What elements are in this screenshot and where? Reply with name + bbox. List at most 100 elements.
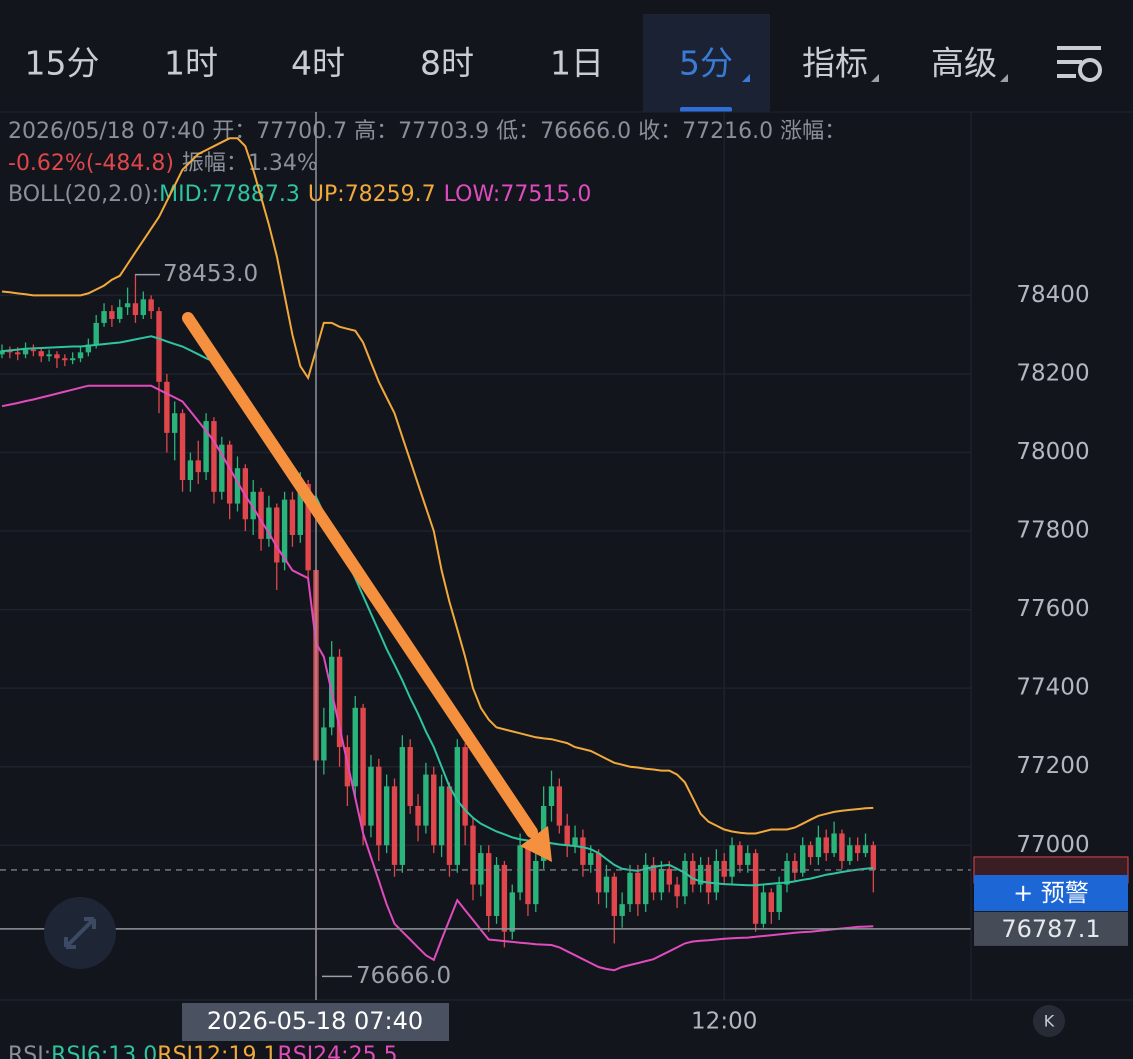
candle-body: [517, 845, 523, 893]
candle-body: [77, 352, 84, 359]
timeframe-tab[interactable]: 15分: [25, 44, 100, 83]
candle-body: [117, 307, 123, 319]
candle-body: [611, 876, 617, 916]
candle-body: [627, 872, 633, 905]
candle-body: [760, 892, 767, 924]
candle-body: [478, 853, 484, 885]
candle-body: [737, 845, 743, 865]
candle-body: [148, 299, 154, 312]
candle-body: [352, 707, 358, 787]
candle-body: [156, 311, 162, 382]
candle-body: [336, 656, 343, 748]
boll-up: UP:78259.7: [308, 182, 436, 207]
candle-body: [580, 837, 586, 865]
timeframe-tab[interactable]: 高级: [931, 44, 997, 83]
boll-line: [1, 137, 874, 835]
timeframe-tab[interactable]: 4时: [291, 44, 345, 83]
candle-body: [713, 860, 720, 893]
scroll-icon: K: [1044, 1012, 1055, 1031]
candle-body: [854, 845, 861, 854]
candle-body: [454, 747, 460, 865]
candle-body: [635, 872, 641, 905]
candle-body: [234, 468, 241, 504]
candle-body: [729, 845, 735, 877]
candle-body: [289, 499, 296, 535]
candle-body: [321, 727, 327, 761]
timeframe-tab[interactable]: 1日: [550, 44, 604, 83]
candle-body: [674, 884, 680, 897]
trend-arrow: [182, 312, 552, 862]
candle-body: [682, 860, 688, 897]
candle-body: [486, 853, 492, 916]
scroll-button[interactable]: [1033, 1005, 1065, 1037]
ohlc-info: 2026/05/18 07:40 开：77700.7 高：77703.9 低：7…: [8, 119, 846, 144]
y-tick-label: 78200: [1016, 360, 1089, 386]
candle-body: [658, 868, 665, 893]
candle-body: [815, 837, 822, 858]
timeframe-tab[interactable]: 指标: [802, 44, 868, 83]
arrow-shaft: [182, 312, 538, 838]
candle-body: [109, 311, 115, 319]
candle-body: [383, 786, 390, 846]
candle-body: [438, 786, 445, 846]
candle-body: [140, 299, 146, 316]
candle-body: [305, 483, 311, 571]
candle-body: [101, 311, 107, 323]
alert-button[interactable]: [974, 875, 1128, 911]
candle-body: [643, 864, 649, 905]
candle-body: [470, 825, 476, 885]
candle-body: [211, 421, 217, 492]
candle-body: [250, 491, 256, 520]
candle-body: [588, 853, 594, 865]
timeframe-tab[interactable]: 8时: [420, 44, 474, 83]
rsi12: RSI12:19.1: [157, 1043, 277, 1059]
dropdown-caret: [1000, 74, 1008, 82]
rsi24: RSI24:25.5: [277, 1043, 397, 1059]
candle-body: [258, 491, 264, 539]
candle-body: [462, 747, 468, 826]
y-tick-label: 77600: [1016, 596, 1089, 622]
candle-body: [752, 853, 759, 924]
candle-body: [46, 354, 52, 357]
candle-body: [219, 444, 225, 492]
candle-body: [172, 413, 178, 433]
candle-body: [525, 845, 531, 905]
candle-body: [360, 707, 366, 826]
max-label: 78453.0: [163, 261, 258, 287]
expand-button[interactable]: [44, 897, 116, 969]
candle-body: [847, 845, 853, 861]
candle-body: [132, 303, 139, 316]
timeframe-tab[interactable]: 5分: [679, 44, 733, 83]
y-tick-label: 77000: [1016, 832, 1089, 858]
candle-body: [22, 349, 29, 355]
settings-icon[interactable]: [1057, 46, 1102, 82]
amplitude: 振幅：1.34%: [182, 151, 318, 176]
candle-body: [690, 860, 696, 885]
candle-body: [179, 413, 186, 481]
candle-body: [54, 354, 60, 359]
candle-body: [807, 845, 814, 858]
candle-body: [297, 483, 303, 535]
boll-info: BOLL(20,2.0):MID:77887.3 UP:78259.7 LOW:77…: [8, 182, 591, 207]
candle-body: [831, 833, 837, 854]
candle-body: [399, 747, 406, 865]
candle-body: [446, 786, 453, 865]
candle-body: [697, 864, 704, 885]
candle-body: [62, 358, 68, 361]
plot: 77000 77200 77400 77600 77800 78000 78200 78400…: [0, 112, 1090, 1000]
candle-body: [603, 876, 610, 893]
boll-line: [1, 384, 874, 972]
candle-body: [839, 833, 845, 861]
timeframe-tab[interactable]: 1时: [164, 44, 218, 83]
candle-body: [415, 805, 421, 826]
candle-body: [266, 507, 272, 539]
candle-body: [870, 845, 877, 870]
icon-gear: [1078, 58, 1102, 82]
candle-body: [242, 468, 249, 520]
candle-body: [368, 766, 374, 826]
candle-body: [164, 381, 170, 433]
candle-body: [745, 853, 751, 865]
candle-body: [556, 786, 563, 826]
candle-body: [15, 352, 21, 355]
